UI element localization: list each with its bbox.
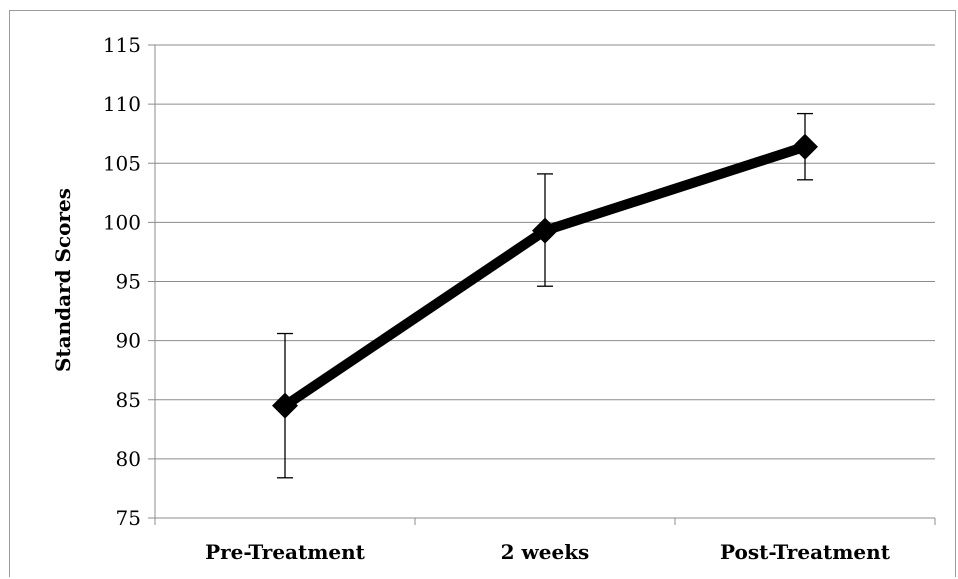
y-tick-labels: 75 80 85 90 95 100 105 110 115 xyxy=(103,33,141,530)
y-tick-label: 105 xyxy=(103,151,141,175)
y-tick-label: 90 xyxy=(116,329,141,353)
gridlines xyxy=(148,44,935,519)
y-tick-label: 75 xyxy=(116,506,141,530)
data-point-diamond xyxy=(272,392,298,419)
axes xyxy=(154,45,936,525)
data-markers xyxy=(272,133,818,419)
y-tick-label: 100 xyxy=(103,210,141,234)
y-tick-label: 80 xyxy=(116,447,141,471)
chart-frame xyxy=(9,10,956,577)
y-tick-label: 110 xyxy=(103,92,141,116)
y-tick-label: 85 xyxy=(116,388,141,412)
y-axis-title: Standard Scores xyxy=(51,188,75,372)
data-point-diamond xyxy=(532,217,558,244)
x-tick-label: Post-Treatment xyxy=(720,540,891,564)
y-tick-label: 95 xyxy=(116,270,141,294)
y-tick-label: 115 xyxy=(103,33,141,57)
data-point-diamond xyxy=(792,133,818,160)
x-tick-labels: Pre-Treatment 2 weeks Post-Treatment xyxy=(205,540,891,564)
x-tick-label: Pre-Treatment xyxy=(205,540,366,564)
x-tick-label: 2 weeks xyxy=(501,540,590,564)
